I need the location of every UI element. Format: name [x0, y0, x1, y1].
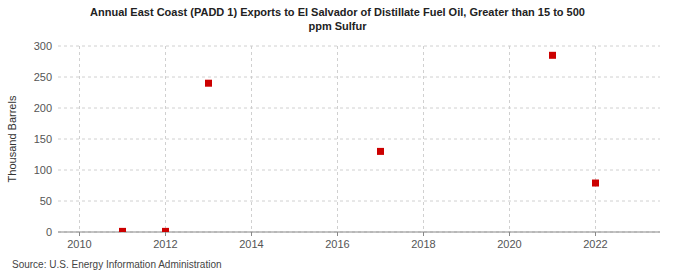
y-tick-label: 300	[34, 40, 52, 52]
title-line: ppm Sulfur	[308, 20, 367, 32]
point	[377, 148, 384, 155]
x-grid-line	[509, 46, 510, 232]
x-tick-label: 2014	[239, 238, 263, 250]
x-tick-label: 2018	[411, 238, 435, 250]
x-tick	[165, 232, 166, 236]
y-tick-label: 100	[34, 164, 52, 176]
y-grid-line	[58, 77, 660, 78]
x-tick-label: 2012	[153, 238, 177, 250]
y-tick-label: 150	[34, 133, 52, 145]
x-axis-line	[58, 232, 660, 233]
x-grid-line	[423, 46, 424, 232]
y-grid-line	[58, 108, 660, 109]
x-grid-line	[595, 46, 596, 232]
y-tick-label: 50	[40, 195, 52, 207]
y-grid-line	[58, 170, 660, 171]
y-grid-line	[58, 201, 660, 202]
x-grid-line	[165, 46, 166, 232]
point	[119, 228, 126, 232]
y-tick-label: 250	[34, 71, 52, 83]
point	[162, 228, 169, 232]
x-tick	[251, 232, 252, 236]
y-grid-line	[58, 139, 660, 140]
y-grid-line	[58, 232, 660, 233]
point	[549, 52, 556, 59]
x-tick	[595, 232, 596, 236]
x-grid-line	[337, 46, 338, 232]
y-tick-label: 0	[46, 226, 52, 238]
x-tick-label: 2016	[325, 238, 349, 250]
points	[119, 52, 599, 232]
x-tick-label: 2010	[67, 238, 91, 250]
x-tick	[337, 232, 338, 236]
background	[0, 0, 675, 275]
chart: Annual East Coast (PADD 1) Exports to El…	[0, 0, 675, 275]
x-tick	[423, 232, 424, 236]
y-axis-label: Thousand Barrels	[6, 95, 18, 182]
title: Annual East Coast (PADD 1) Exports to El…	[90, 6, 585, 32]
x-tick-label: 2020	[497, 238, 521, 250]
point	[205, 80, 212, 87]
x-tick-label: 2022	[583, 238, 607, 250]
source: Source: U.S. Energy Information Administ…	[12, 259, 222, 270]
y-tick-label: 200	[34, 102, 52, 114]
x-grid-line	[79, 46, 80, 232]
x-grid-line	[251, 46, 252, 232]
point	[592, 180, 599, 187]
grid	[58, 46, 660, 232]
title-line: Annual East Coast (PADD 1) Exports to El…	[90, 6, 585, 18]
x-tick	[79, 232, 80, 236]
x-tick	[509, 232, 510, 236]
y-grid-line	[58, 46, 660, 47]
